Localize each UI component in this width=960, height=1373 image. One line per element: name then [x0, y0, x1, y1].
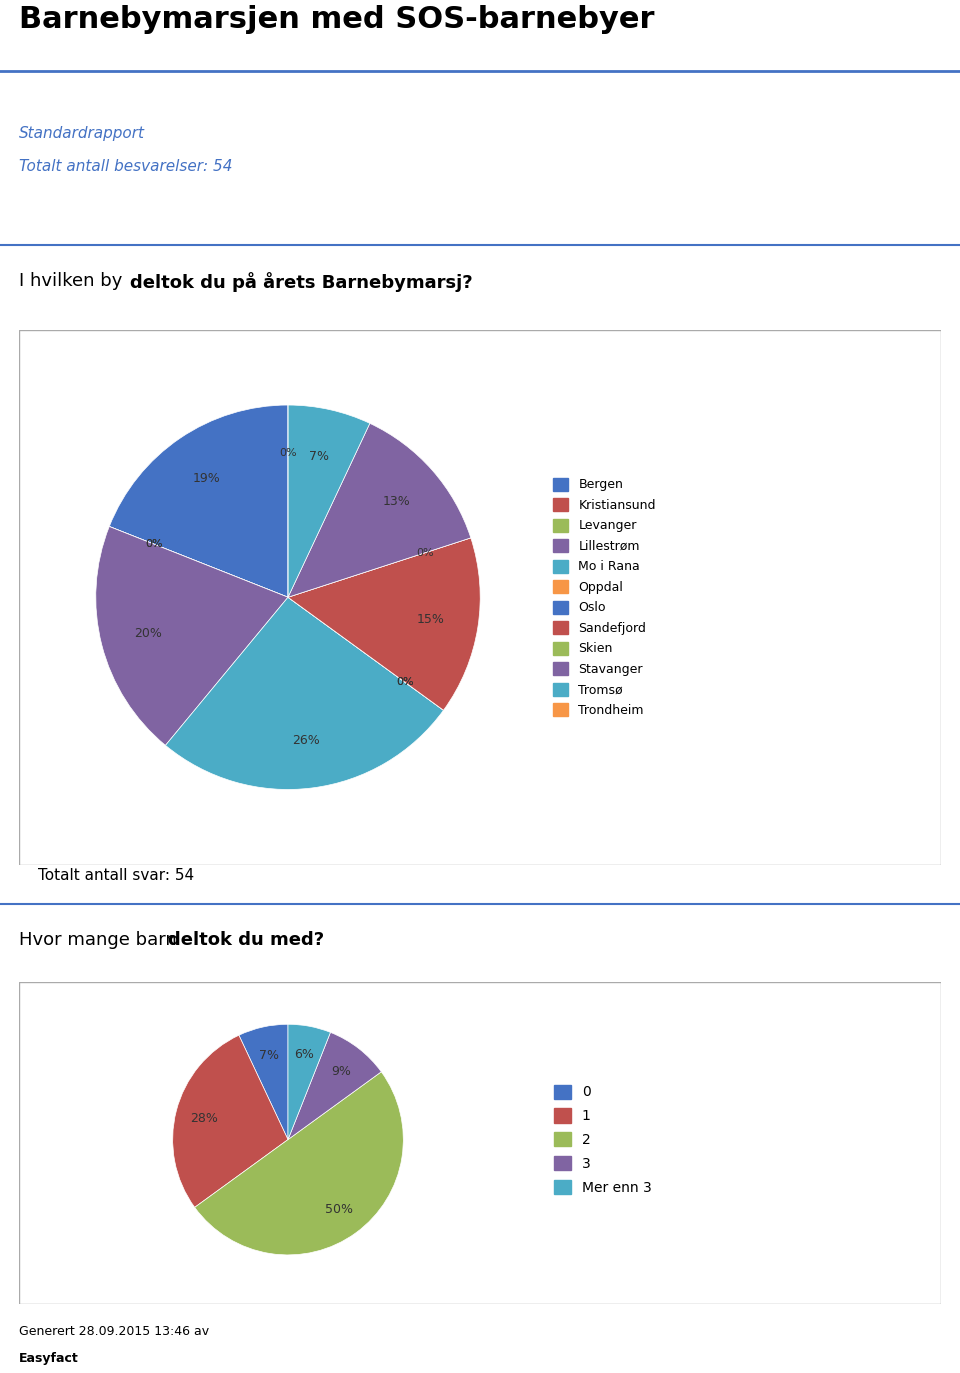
Text: 20%: 20% — [134, 626, 162, 640]
Legend: Bergen, Kristiansund, Levanger, Lillestrøm, Mo i Rana, Oppdal, Oslo, Sandefjord,: Bergen, Kristiansund, Levanger, Lillestr… — [554, 478, 656, 717]
Wedge shape — [195, 1072, 403, 1255]
Text: deltok du med?: deltok du med? — [168, 931, 324, 949]
Text: 13%: 13% — [382, 496, 410, 508]
Text: 0%: 0% — [279, 448, 297, 459]
Wedge shape — [109, 526, 288, 597]
Text: Barnebymarsjen med SOS-barnebyer: Barnebymarsjen med SOS-barnebyer — [19, 5, 655, 34]
Text: 0%: 0% — [396, 677, 414, 686]
Text: 9%: 9% — [331, 1064, 351, 1078]
Text: 19%: 19% — [193, 471, 221, 485]
Text: Generert 28.09.2015 13:46 av: Generert 28.09.2015 13:46 av — [19, 1325, 209, 1337]
Text: 6%: 6% — [295, 1048, 314, 1061]
Legend: 0, 1, 2, 3, Mer enn 3: 0, 1, 2, 3, Mer enn 3 — [554, 1085, 652, 1195]
Wedge shape — [173, 1035, 288, 1207]
Wedge shape — [96, 526, 288, 746]
Text: Hvor mange barn: Hvor mange barn — [19, 931, 182, 949]
Wedge shape — [288, 405, 370, 597]
Wedge shape — [288, 423, 470, 597]
Text: 15%: 15% — [417, 614, 444, 626]
Text: Easyfact: Easyfact — [19, 1352, 79, 1365]
Text: deltok du på årets Barnebymarsj?: deltok du på årets Barnebymarsj? — [130, 272, 472, 292]
Wedge shape — [239, 1024, 288, 1140]
Text: 7%: 7% — [259, 1049, 279, 1061]
Text: 50%: 50% — [324, 1203, 353, 1216]
Wedge shape — [288, 538, 470, 597]
Text: Totalt antall besvarelser: 54: Totalt antall besvarelser: 54 — [19, 159, 232, 174]
Wedge shape — [288, 597, 444, 710]
Text: 28%: 28% — [190, 1112, 218, 1124]
Wedge shape — [288, 597, 444, 710]
Wedge shape — [288, 538, 480, 710]
Wedge shape — [109, 405, 288, 597]
Wedge shape — [109, 526, 288, 597]
Text: 0%: 0% — [396, 677, 414, 686]
Text: Standardrapport: Standardrapport — [19, 126, 145, 141]
Wedge shape — [288, 1032, 381, 1140]
Text: 0%: 0% — [145, 540, 163, 549]
Wedge shape — [165, 597, 444, 789]
Text: 0%: 0% — [417, 548, 434, 557]
Text: I hvilken by: I hvilken by — [19, 272, 129, 290]
Text: 7%: 7% — [309, 450, 329, 463]
Wedge shape — [288, 1024, 330, 1140]
Text: 26%: 26% — [292, 733, 320, 747]
Text: Totalt antall svar: 54: Totalt antall svar: 54 — [37, 868, 194, 883]
Text: 0%: 0% — [145, 540, 163, 549]
